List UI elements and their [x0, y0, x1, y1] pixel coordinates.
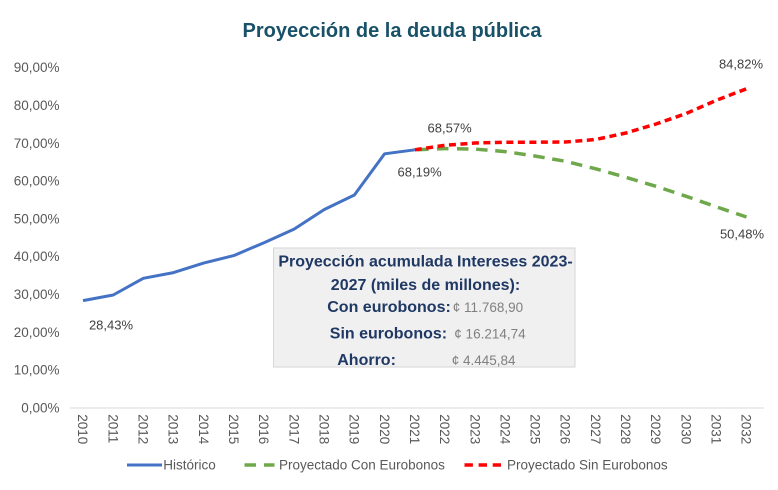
- svg-text:50,48%: 50,48%: [720, 226, 765, 241]
- svg-text:0,00%: 0,00%: [21, 400, 59, 415]
- svg-text:2029: 2029: [648, 414, 663, 444]
- svg-text:68,57%: 68,57%: [428, 121, 473, 136]
- svg-text:2012: 2012: [136, 414, 151, 444]
- svg-text:60,00%: 60,00%: [14, 174, 60, 189]
- svg-text:Ahorro:: Ahorro:: [337, 352, 396, 369]
- svg-text:2030: 2030: [678, 414, 693, 444]
- svg-text:28,43%: 28,43%: [89, 317, 134, 332]
- svg-text:2026: 2026: [558, 414, 573, 444]
- svg-text:Proyectado Con Eurobonos: Proyectado Con Eurobonos: [279, 458, 445, 473]
- svg-text:2013: 2013: [166, 414, 181, 444]
- svg-text:2018: 2018: [317, 414, 332, 444]
- svg-text:Con eurobonos:: Con eurobonos:: [327, 299, 451, 316]
- svg-text:2015: 2015: [226, 414, 241, 444]
- svg-text:2010: 2010: [75, 414, 90, 444]
- svg-text:2025: 2025: [528, 414, 543, 444]
- svg-text:2031: 2031: [709, 414, 724, 444]
- svg-text:20,00%: 20,00%: [14, 325, 60, 340]
- svg-text:30,00%: 30,00%: [14, 287, 60, 302]
- svg-text:2016: 2016: [256, 414, 271, 444]
- svg-text:Proyección acumulada Intereses: Proyección acumulada Intereses 2023-: [278, 254, 572, 271]
- svg-text:2027 (miles de millones):: 2027 (miles de millones):: [331, 277, 520, 294]
- svg-text:90,00%: 90,00%: [14, 60, 60, 75]
- svg-text:68,19%: 68,19%: [398, 165, 443, 180]
- svg-text:2019: 2019: [347, 414, 362, 444]
- svg-text:2014: 2014: [196, 414, 211, 445]
- svg-text:84,82%: 84,82%: [719, 56, 764, 71]
- svg-text:2021: 2021: [407, 414, 422, 444]
- svg-text:70,00%: 70,00%: [14, 136, 60, 151]
- svg-text:80,00%: 80,00%: [14, 98, 60, 113]
- svg-text:¢ 16.214,74: ¢ 16.214,74: [454, 327, 526, 342]
- svg-text:2028: 2028: [618, 414, 633, 444]
- svg-text:2024: 2024: [497, 414, 512, 445]
- svg-text:2017: 2017: [286, 414, 301, 444]
- svg-text:40,00%: 40,00%: [14, 249, 60, 264]
- svg-text:Histórico: Histórico: [163, 458, 216, 473]
- svg-text:Proyectado Sin Eurobonos: Proyectado Sin Eurobonos: [507, 458, 668, 473]
- svg-text:2032: 2032: [739, 414, 754, 444]
- svg-text:2023: 2023: [467, 414, 482, 444]
- svg-text:¢ 11.768,90: ¢ 11.768,90: [453, 300, 523, 315]
- svg-text:Sin eurobonos:: Sin eurobonos:: [330, 326, 447, 343]
- svg-text:2022: 2022: [437, 414, 452, 444]
- svg-text:Proyección de la deuda pública: Proyección de la deuda pública: [243, 20, 543, 42]
- svg-text:2020: 2020: [377, 414, 392, 444]
- svg-text:2027: 2027: [588, 414, 603, 444]
- svg-text:¢ 4.445,84: ¢ 4.445,84: [452, 353, 516, 368]
- svg-text:2011: 2011: [105, 414, 120, 443]
- svg-text:10,00%: 10,00%: [14, 363, 60, 378]
- svg-text:50,00%: 50,00%: [14, 211, 60, 226]
